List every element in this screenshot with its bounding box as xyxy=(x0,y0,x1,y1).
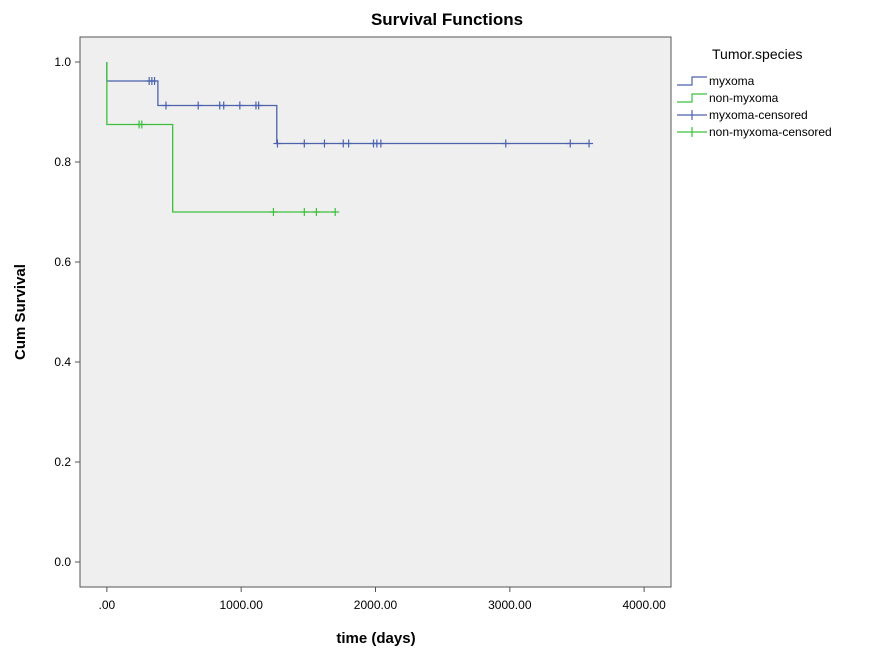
censor-mark-non-myxoma xyxy=(300,208,309,216)
plot-area xyxy=(79,36,672,588)
legend-title: Tumor.species xyxy=(712,46,803,62)
censor-mark-myxoma xyxy=(344,139,353,148)
legend-swatch-line xyxy=(677,93,707,103)
censor-mark-myxoma xyxy=(300,139,309,148)
y-tick-label: 0.4 xyxy=(54,355,71,369)
legend: Tumor.species myxoma non-myxoma myxoma-cen… xyxy=(677,46,832,139)
censor-mark-myxoma xyxy=(501,139,510,148)
censor-mark-non-myxoma xyxy=(269,208,278,216)
censor-mark-myxoma xyxy=(273,139,282,148)
y-tick-label: 0.2 xyxy=(54,455,71,469)
legend-label: non-myxoma xyxy=(709,91,779,105)
censor-mark-myxoma xyxy=(150,77,159,85)
legend-label: non-myxoma-censored xyxy=(709,125,832,139)
censor-mark-myxoma xyxy=(566,139,575,148)
censor-mark-myxoma xyxy=(376,139,385,148)
series-layer xyxy=(106,62,594,216)
x-tick-label: .00 xyxy=(99,598,116,612)
x-tick-label: 3000.00 xyxy=(488,598,532,612)
censor-mark-non-myxoma xyxy=(312,208,321,216)
chart-title: Survival Functions xyxy=(371,10,523,29)
y-axis-ticks: 0.0 0.2 0.4 0.6 0.8 1.0 xyxy=(54,55,80,569)
series-line-non-myxoma xyxy=(106,62,336,213)
censor-mark-non-myxoma xyxy=(331,208,340,216)
y-tick-label: 0.8 xyxy=(54,155,71,169)
y-tick-label: 1.0 xyxy=(54,55,71,69)
y-tick-label: 0.6 xyxy=(54,255,71,269)
censor-mark-myxoma xyxy=(320,139,329,148)
censor-mark-myxoma xyxy=(219,101,228,110)
x-axis-ticks: .00 1000.00 2000.00 3000.00 4000.00 xyxy=(99,587,666,612)
censor-mark-myxoma xyxy=(235,101,244,110)
censor-mark-myxoma xyxy=(194,101,203,110)
y-tick-label: 0.0 xyxy=(54,555,71,569)
x-tick-label: 1000.00 xyxy=(219,598,263,612)
legend-label: myxoma xyxy=(709,74,755,88)
legend-swatch-line xyxy=(677,76,707,86)
x-tick-label: 4000.00 xyxy=(622,598,666,612)
censor-mark-myxoma xyxy=(161,101,170,110)
censor-mark-non-myxoma xyxy=(137,120,146,129)
x-tick-label: 2000.00 xyxy=(354,598,398,612)
censor-mark-myxoma xyxy=(585,139,594,148)
legend-label: myxoma-censored xyxy=(709,108,808,122)
x-axis-title: time (days) xyxy=(336,630,415,647)
y-axis-title: Cum Survival xyxy=(12,264,29,360)
censor-mark-myxoma xyxy=(254,101,263,110)
